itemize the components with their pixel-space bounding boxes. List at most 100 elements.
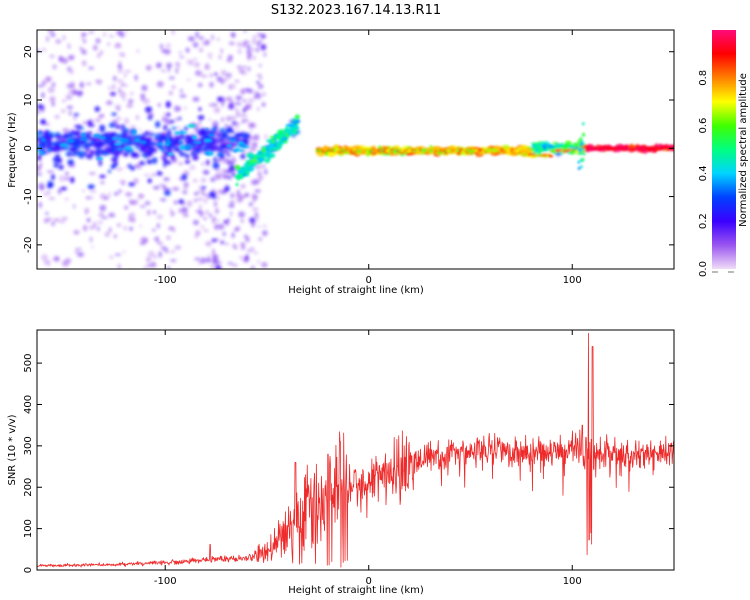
heatmap-blob (147, 115, 153, 120)
heatmap-blob (143, 265, 147, 269)
heatmap-blob (206, 258, 212, 263)
heatmap-blob (140, 236, 148, 244)
snr-y-tick-label: 200 (23, 478, 34, 497)
heatmap-blob (207, 118, 212, 121)
heatmap-blob (112, 75, 117, 81)
heatmap-blob (256, 40, 261, 47)
heatmap-blob (63, 176, 71, 181)
heatmap-blob (40, 138, 46, 142)
heatmap-blob (236, 189, 241, 196)
heatmap-blob (334, 146, 340, 150)
heatmap-blob (579, 158, 583, 162)
heatmap-blob (237, 48, 242, 55)
heatmap-blob (195, 144, 203, 150)
heatmap-blob (210, 144, 214, 148)
heatmap-blob (76, 125, 83, 129)
heatmap-blob (69, 57, 73, 60)
heatmap-blob (41, 92, 45, 99)
heatmap-blob (183, 138, 190, 142)
heatmap-blob (203, 138, 213, 143)
heatmap-blob (141, 84, 148, 92)
heatmap-blob (280, 129, 284, 133)
heatmap-blob (139, 161, 146, 166)
heatmap-blob (51, 101, 56, 107)
heatmap-blob (187, 124, 196, 128)
heatmap-blob (240, 218, 244, 223)
heatmap-blob (212, 120, 219, 128)
heatmap-blob (68, 83, 75, 89)
heatmap-blob (231, 263, 238, 267)
heatmap-blob (167, 160, 172, 165)
heatmap-blob (222, 168, 226, 175)
heatmap-blob (94, 106, 101, 112)
heatmap-blob (218, 148, 223, 153)
heatmap-blob (234, 136, 242, 141)
heatmap-blob (128, 98, 134, 104)
heatmap-blob (44, 134, 50, 139)
heatmap-blob (52, 256, 57, 262)
heatmap-blob (179, 131, 188, 134)
heatmap-blob (211, 127, 216, 132)
heatmap-blob (252, 207, 259, 212)
heatmap-blob (62, 34, 66, 41)
heatmap-blob (255, 47, 260, 53)
heatmap-blob (202, 41, 209, 46)
heatmap-blob (177, 106, 182, 112)
heatmap-blob (104, 134, 111, 137)
heatmap-blob (220, 133, 229, 138)
snr-x-tick-label: 0 (366, 576, 372, 587)
heatmap-blob (174, 117, 180, 122)
heatmap-blob (89, 236, 93, 243)
heatmap-blob (109, 122, 116, 128)
heatmap-blob (171, 85, 176, 90)
heatmap-blob (239, 242, 246, 246)
heatmap-blob (186, 78, 191, 82)
heatmap-blob (261, 262, 268, 268)
heatmap-blob (142, 98, 150, 105)
heatmap-blob (478, 151, 483, 155)
heatmap-blob (245, 166, 255, 172)
heatmap-blob (208, 147, 216, 151)
heatmap-blob (199, 211, 204, 217)
heatmap-blob (52, 64, 57, 70)
heatmap-blob (192, 178, 198, 183)
heatmap-blob (91, 123, 95, 127)
heatmap-blob (117, 147, 123, 151)
heatmap-blob (257, 225, 261, 229)
heatmap-blob (221, 158, 228, 164)
heatmap-blob (224, 242, 229, 246)
heatmap-blob (166, 235, 171, 241)
heatmap-blob (114, 125, 122, 129)
heatmap-blob (37, 131, 42, 134)
heatmap-blob (157, 241, 163, 245)
heatmap-blob (152, 210, 157, 214)
heatmap-blob (99, 204, 107, 212)
heatmap-blob (183, 105, 187, 111)
heatmap-blob (121, 131, 129, 137)
heatmap-blob (235, 194, 242, 198)
heatmap-blob (133, 178, 139, 184)
heatmap-blob (254, 212, 259, 218)
heatmap-blob (177, 161, 184, 166)
heatmap-blob (250, 265, 256, 269)
heatmap-blob (205, 241, 213, 247)
heatmap-blob (65, 94, 73, 101)
heatmap-blob (172, 186, 180, 191)
heatmap-blob (89, 30, 94, 34)
heatmap-blob (249, 217, 256, 223)
heatmap-blob (88, 225, 96, 230)
heatmap-blob (186, 200, 193, 208)
heatmap-blob (247, 98, 255, 103)
heatmap-blob (165, 101, 171, 108)
heatmap-blob (117, 64, 122, 69)
heatmap-blob (203, 198, 208, 204)
heatmap-blob (95, 38, 101, 44)
heatmap-blob (46, 170, 55, 174)
heatmap-blob (150, 173, 158, 177)
heatmap-blob (172, 226, 176, 233)
heatmap-blob (148, 148, 158, 153)
heatmap-blob (235, 109, 241, 115)
heatmap-blob (123, 128, 130, 132)
heatmap-blob (198, 47, 204, 53)
heatmap-blob (234, 80, 240, 83)
